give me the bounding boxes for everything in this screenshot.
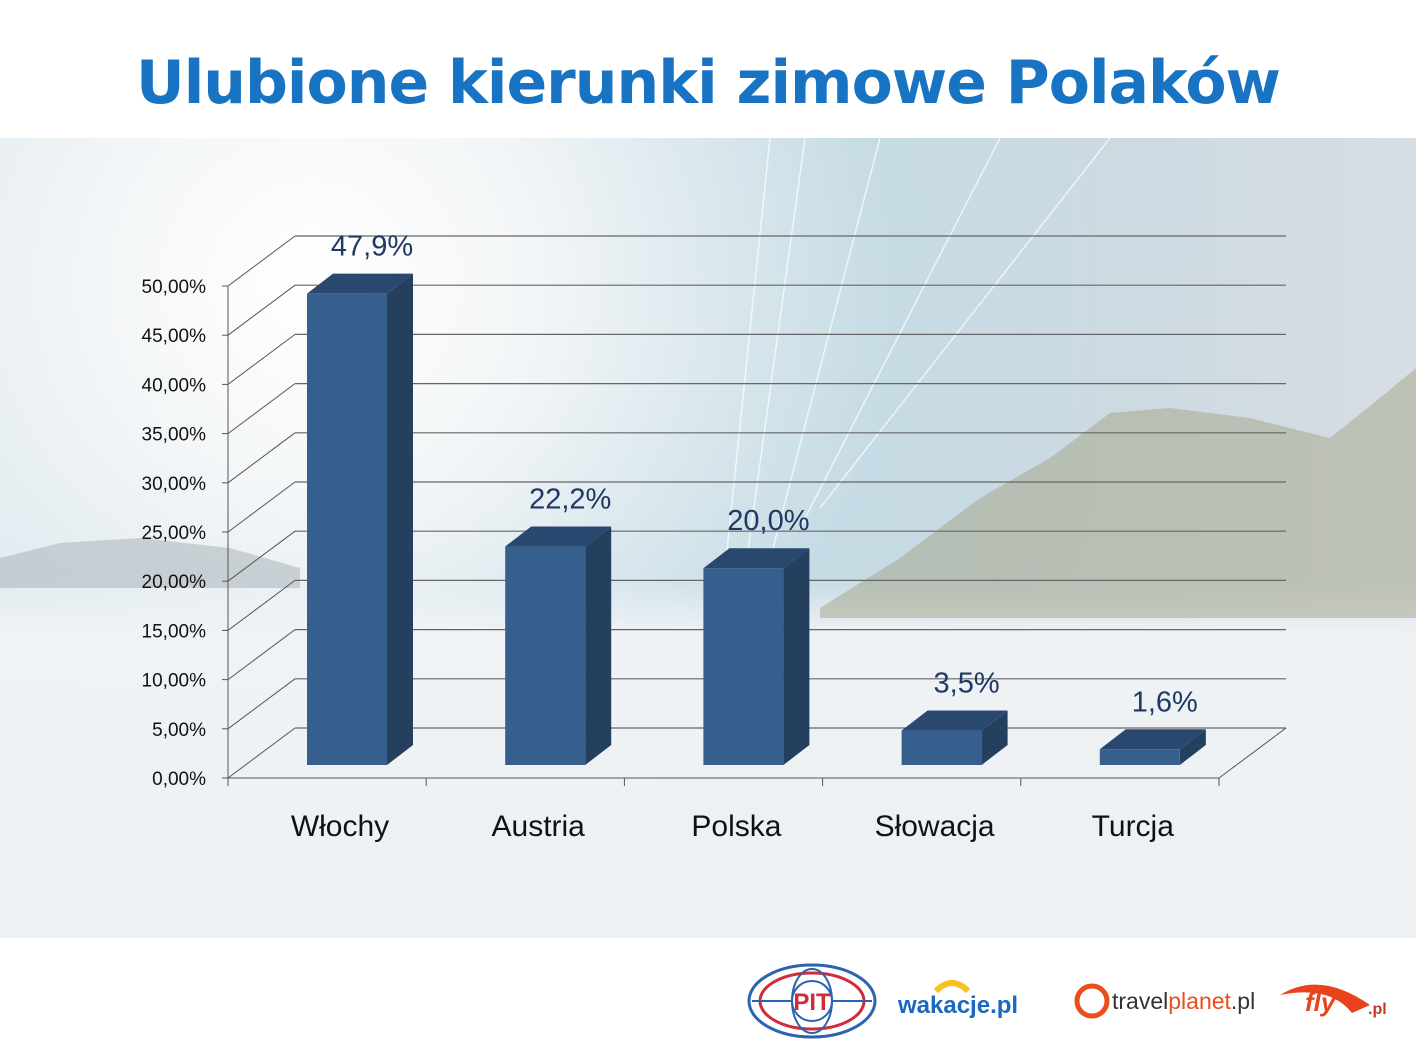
bar (703, 568, 784, 765)
bar-top (1099, 729, 1206, 750)
svg-text:fly: fly (1305, 987, 1337, 1017)
gridline-diagonal (227, 678, 296, 730)
category-label: Turcja (1092, 810, 1175, 843)
y-tick-label: 15,00% (142, 621, 207, 642)
bar-side (783, 548, 810, 765)
partner-logos: PIT wakacje.pl travelplanet.pl fly .pl (747, 963, 1387, 1039)
gridline-diagonal (227, 727, 296, 779)
chart-title: Ulubione kierunki zimowe Polaków (135, 48, 1281, 118)
bar (901, 730, 982, 765)
fly-logo: fly .pl (1280, 984, 1387, 1018)
category-label: Włochy (291, 810, 389, 843)
y-tick-label: 25,00% (142, 523, 207, 544)
gridline-diagonal (227, 432, 296, 484)
bar-side (387, 273, 413, 765)
data-label: 3,5% (934, 668, 1000, 700)
travelplanet-logo: travelplanet.pl (1074, 983, 1255, 1019)
wakacje-logo: wakacje.pl (897, 980, 1018, 1019)
category-label: Austria (492, 810, 586, 843)
bar-top (703, 548, 810, 569)
bar-side (585, 526, 612, 765)
data-label: 20,0% (727, 505, 809, 537)
gridline-diagonal (227, 284, 296, 336)
gridline-diagonal (227, 530, 296, 582)
svg-text:PIT: PIT (793, 989, 831, 1016)
y-tick-label: 40,00% (142, 375, 207, 396)
bar-top (505, 526, 612, 547)
bar (505, 546, 586, 765)
y-tick-label: 35,00% (142, 425, 207, 446)
bar-side (1179, 729, 1206, 765)
y-tick-label: 5,00% (152, 720, 206, 741)
y-tick-label: 50,00% (142, 277, 207, 298)
svg-text:.pl: .pl (1368, 1001, 1387, 1018)
data-label: 22,2% (529, 484, 611, 516)
y-tick-label: 10,00% (142, 671, 207, 692)
bar (1099, 749, 1180, 765)
y-tick-label: 0,00% (152, 769, 206, 790)
gridline-diagonal (227, 629, 296, 681)
gridline-diagonal (227, 579, 296, 631)
y-tick-label: 45,00% (142, 326, 207, 347)
data-label: 47,9% (331, 231, 413, 263)
mountain-background (0, 138, 1416, 619)
gridline-diagonal (227, 481, 296, 533)
gridline-diagonal (227, 235, 296, 287)
bar (307, 293, 387, 765)
svg-text:travelplanet.pl: travelplanet.pl (1112, 988, 1255, 1014)
pit-logo: PIT (747, 963, 877, 1039)
floor-edge (1218, 727, 1287, 779)
y-tick-label: 30,00% (142, 474, 207, 495)
category-label: Polska (691, 810, 781, 843)
bar-side (981, 710, 1008, 765)
gridline-diagonal (227, 383, 296, 435)
category-label: Słowacja (875, 810, 995, 843)
data-label: 1,6% (1132, 686, 1198, 718)
svg-text:wakacje.pl: wakacje.pl (897, 992, 1018, 1019)
gridline-diagonal (227, 333, 296, 385)
y-tick-label: 20,00% (142, 572, 207, 593)
bar-top (307, 273, 413, 294)
bar-top (901, 710, 1008, 731)
